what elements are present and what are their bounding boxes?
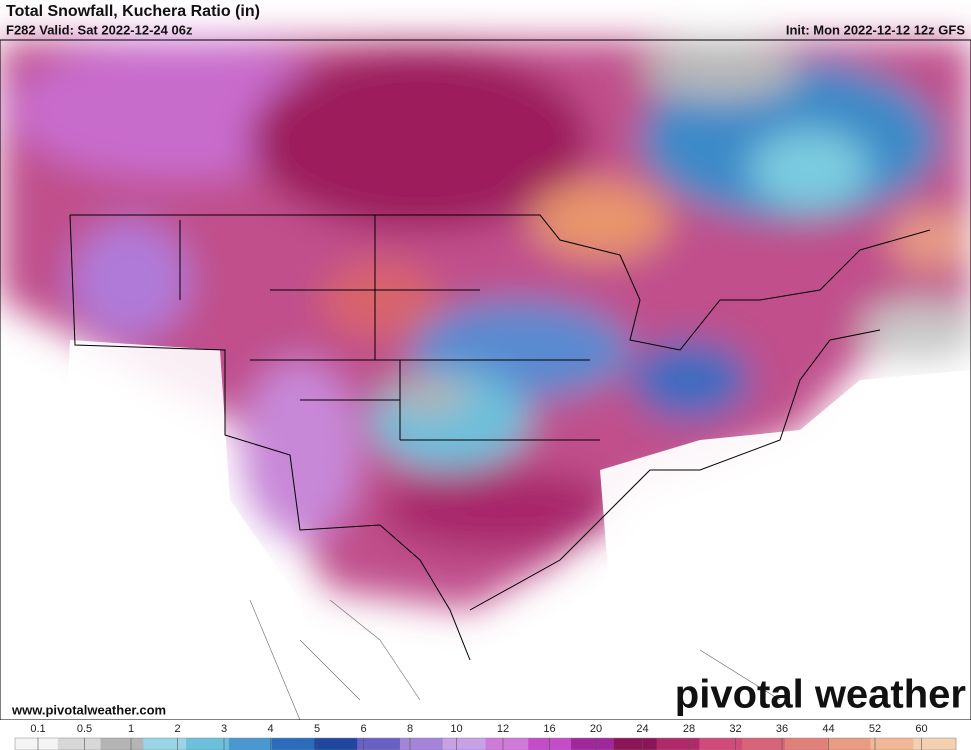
- map-title: Total Snowfall, Kuchera Ratio (in): [6, 3, 260, 20]
- legend-swatch: [15, 738, 59, 750]
- legend-swatch: [485, 738, 529, 750]
- legend-swatch: [57, 738, 102, 750]
- legend-label: 36: [776, 723, 788, 735]
- legend-swatch: [656, 738, 700, 750]
- legend-label: 60: [915, 723, 927, 735]
- legend-label: 44: [822, 723, 834, 735]
- legend-label: 0.1: [30, 723, 45, 735]
- legend-swatch: [528, 738, 572, 750]
- legend-label: 2: [174, 723, 180, 735]
- legend-label: 10: [450, 723, 462, 735]
- legend-swatch: [314, 738, 358, 750]
- legend-swatch: [784, 738, 829, 750]
- legend-label: 20: [590, 723, 602, 735]
- valid-time: F282 Valid: Sat 2022-12-24 06z: [6, 22, 193, 37]
- header: Total Snowfall, Kuchera Ratio (in) F282 …: [6, 3, 965, 37]
- legend-swatch: [271, 738, 315, 750]
- legend-swatch: [699, 738, 743, 750]
- legend-label: 1: [128, 723, 134, 735]
- legend: 0.1 0.5 1 2 3 4 5 6 8 10 12 16 20 24 28 32 36 44 52 60: [0, 720, 971, 750]
- snowfall-field: [0, 40, 971, 721]
- legend-label: 32: [729, 723, 741, 735]
- website: www.pivotalweather.com: [11, 702, 166, 717]
- legend-swatch: [399, 738, 444, 750]
- legend-swatch: [571, 738, 615, 750]
- legend-swatch: [870, 738, 914, 750]
- legend-swatch: [913, 738, 957, 750]
- legend-label: 0.5: [77, 723, 92, 735]
- legend-label: 6: [360, 723, 366, 735]
- legend-swatch: [742, 738, 786, 750]
- legend-label: 28: [683, 723, 695, 735]
- legend-label: 24: [636, 723, 648, 735]
- legend-swatch: [228, 738, 273, 750]
- legend-label: 12: [497, 723, 509, 735]
- legend-label: 8: [407, 723, 413, 735]
- init-time: Init: Mon 2022-12-12 12z GFS: [786, 22, 965, 37]
- legend-label: 3: [221, 723, 227, 735]
- legend-frame: [14, 737, 957, 750]
- watermark: pivotal weather: [675, 673, 966, 717]
- legend-swatch: [613, 738, 658, 750]
- legend-swatch: [100, 738, 144, 750]
- legend-label: 4: [267, 723, 273, 735]
- legend-label: 5: [314, 723, 320, 735]
- legend-swatch: [186, 738, 230, 750]
- legend-swatch: [143, 738, 187, 750]
- legend-label: 16: [543, 723, 555, 735]
- legend-swatch: [357, 738, 401, 750]
- legend-label: 52: [869, 723, 881, 735]
- legend-swatch: [442, 738, 486, 750]
- legend-swatch: [827, 738, 871, 750]
